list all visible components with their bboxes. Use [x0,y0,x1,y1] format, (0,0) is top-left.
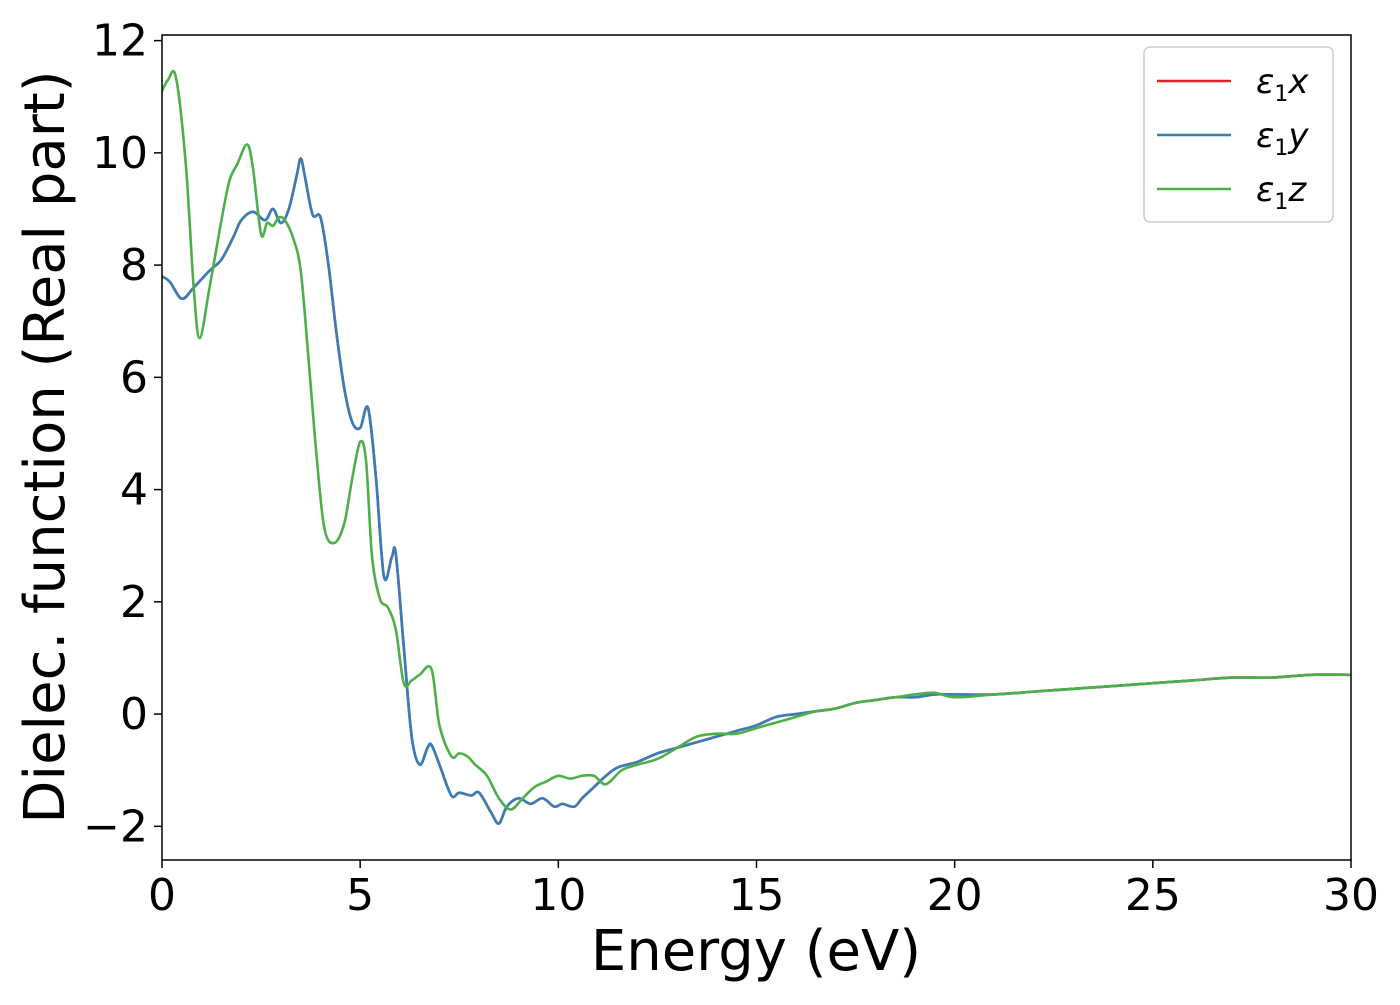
y-tick-label: 10 [92,128,148,179]
y-tick-label: 12 [92,16,148,67]
legend-label: ε1x [1256,62,1309,107]
legend-suffix: z [1287,170,1307,210]
y-tick-label: 4 [120,465,148,516]
x-tick-label: 15 [729,870,785,921]
legend-label: ε1y [1256,116,1309,161]
legend-box [1143,46,1334,223]
x-axis-title: Energy (eV) [591,919,921,984]
x-tick-label: 10 [530,870,586,921]
legend-symbol: ε [1256,170,1274,210]
y-tick-label: 8 [120,240,148,291]
legend-subscript: 1 [1274,136,1288,161]
x-axis-ticks: 0 5 10 15 20 25 30 [148,860,1379,921]
legend-label: ε1z [1256,170,1307,215]
y-tick-label: 2 [120,577,148,628]
x-tick-label: 5 [346,870,374,921]
y-axis-ticks: −2 0 2 4 6 8 10 12 [83,16,162,852]
legend-subscript: 1 [1274,82,1288,107]
y-tick-label: 0 [120,689,148,740]
legend-suffix: y [1287,116,1309,156]
x-tick-label: 0 [148,870,176,921]
plot-lines [162,69,1351,825]
x-tick-label: 25 [1125,870,1181,921]
legend-suffix: x [1287,62,1309,102]
y-axis-title: Dielec. function (Real part) [13,70,78,823]
y-tick-label: −2 [83,801,148,852]
x-tick-label: 30 [1323,870,1379,921]
series-line-z [162,69,1351,811]
y-tick-label: 6 [120,352,148,403]
legend-symbol: ε [1256,62,1274,102]
legend-symbol: ε [1256,116,1274,156]
x-tick-label: 20 [927,870,983,921]
legend-subscript: 1 [1274,190,1288,215]
